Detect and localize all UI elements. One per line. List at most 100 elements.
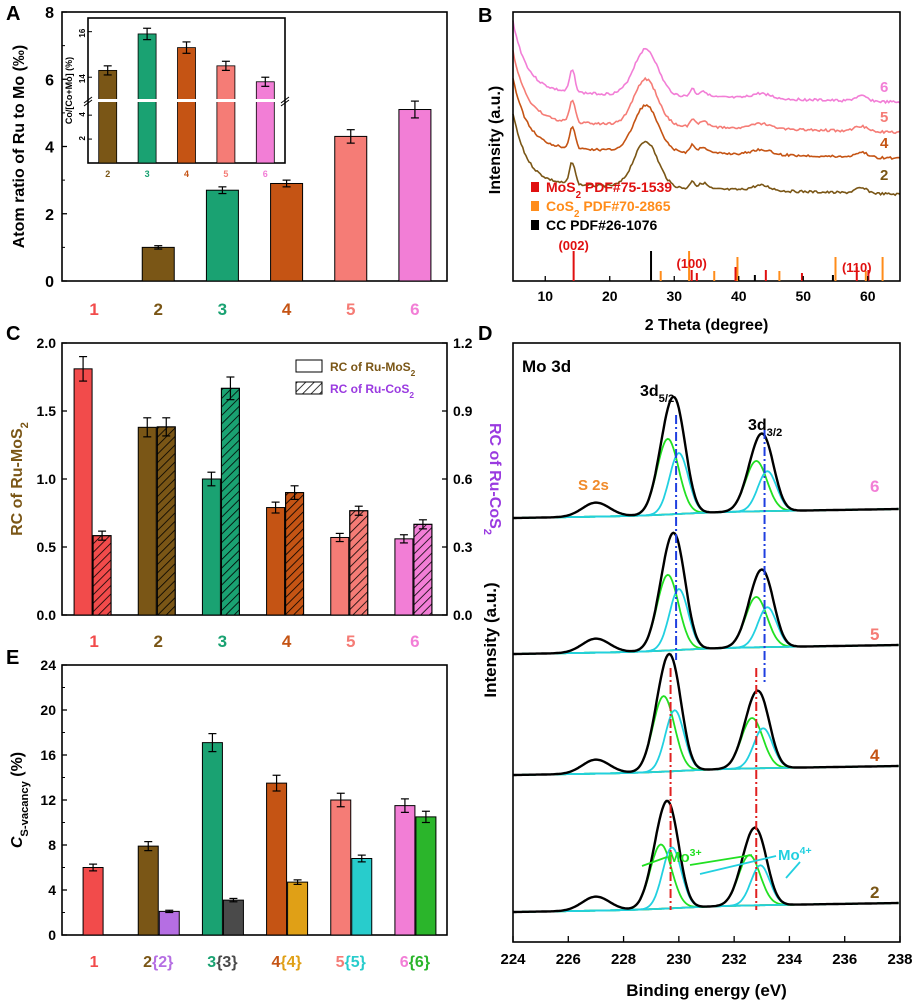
legend-label-1-part: 2: [574, 209, 580, 220]
legend-label-0-part: 2: [576, 190, 582, 201]
legend-label-1: CoS2 PDF#70-2865: [546, 198, 671, 220]
x-tick-label: 226: [556, 951, 581, 968]
xps-mo3-component: [513, 843, 899, 913]
panel-c: 0.0 0.5 1.0 1.5 2.0 0.0 0.3 0.6 0.9 1.2 RC of Ru-M…: [9, 335, 503, 651]
y-axis-label: CS-vacancy (%): [9, 752, 31, 848]
y-tick-label: 16: [40, 747, 56, 763]
x-category-label-part: 6: [400, 954, 409, 971]
axis-break-mark: [83, 96, 93, 104]
x-category-label: 5: [346, 300, 355, 319]
bar: [398, 109, 432, 282]
x-category-label: 3: [218, 300, 227, 319]
x-category-label-part: {3}: [216, 954, 237, 971]
y2-tick-label: 0.6: [453, 471, 473, 487]
x-category-label-part: 1: [90, 954, 99, 971]
xps-mo4-component: [513, 709, 899, 776]
y-tick-label: 0.5: [37, 539, 57, 555]
annotation-mo4-part: Mo: [778, 847, 800, 864]
inset-bar: [255, 81, 275, 164]
xps-series-label: 6: [870, 477, 879, 496]
y-axis-label-part: RC of Ru-MoS: [9, 428, 26, 536]
axis-break-mark: [83, 99, 93, 107]
bar-series-2: [351, 858, 373, 936]
panel-label-e: E: [6, 647, 19, 669]
xps-series-label: 2: [870, 883, 879, 902]
annotation-3d32-part: 3d: [748, 417, 767, 434]
inset-y-tick-label: 16: [78, 28, 87, 37]
bar-hatch: [220, 387, 240, 616]
y-axis-label-part: C: [9, 836, 26, 848]
bar-hatch: [156, 426, 176, 616]
reference-label: (110): [842, 260, 872, 275]
x-tick-label: 50: [795, 288, 811, 304]
xrd-series-label: 6: [880, 79, 888, 96]
inset-x-label: 2: [105, 169, 110, 179]
inset-x-label: 3: [145, 169, 150, 179]
legend-label-1-part: RC of Ru-CoS: [330, 382, 409, 396]
y-tick-label: 8: [48, 837, 56, 853]
bar-series-1: [201, 742, 223, 936]
y-tick-label: 0: [45, 274, 54, 291]
xps-mo4-component: [513, 846, 899, 913]
inset-y-tick-label: 2: [78, 136, 87, 141]
bar: [270, 182, 304, 282]
xps-mo4-component: [513, 451, 899, 519]
inset-x-label: 4: [184, 169, 189, 179]
annotation-mo3-part: Mo: [668, 849, 690, 866]
bar-ru-mos2: [201, 478, 221, 616]
y-tick-label: 8: [45, 5, 54, 22]
y2-axis-label: RC of Ru-CoS2: [481, 423, 503, 535]
y-axis-label: RC of Ru-MoS2: [9, 422, 31, 536]
xps-mo3-component: [513, 437, 899, 519]
x-axis-label: Binding energy (eV): [626, 981, 787, 1000]
x-category-label: 1: [89, 300, 98, 319]
x-tick-label: 232: [722, 951, 747, 968]
panel-a: 0 2 4 6 8 Atom ratio of Ru to Mo (‰) 1 2 3 4 5 6 14 1…: [11, 5, 448, 319]
x-tick-label: 60: [860, 288, 876, 304]
legend-label-0-part: PDF#75-1539: [581, 179, 672, 195]
x-category-label: 1: [90, 954, 99, 971]
x-category-label: 2: [154, 632, 163, 651]
bar-series-1: [137, 845, 159, 936]
xrd-series-label: 4: [880, 135, 889, 152]
inset-bar: [177, 47, 196, 164]
x-category-label: 2{2}: [143, 954, 173, 971]
inset-bar: [216, 65, 236, 164]
x-tick-label: 238: [887, 951, 912, 968]
y-axis-label-part: 2: [19, 422, 31, 428]
axis-break-mark: [280, 99, 290, 107]
inset-x-label: 5: [223, 169, 228, 179]
y-axis-label-part: S-vacancy: [19, 780, 31, 836]
legend-swatch: [531, 182, 539, 192]
panel-label-a: A: [6, 3, 20, 25]
bar-series-2: [415, 816, 437, 936]
legend-label-1-part: PDF#70-2865: [579, 198, 670, 214]
bar: [334, 135, 368, 282]
x-category-label: 5{5}: [336, 954, 366, 971]
panel-d-frame: [512, 342, 901, 943]
x-category-label-part: {5}: [345, 954, 366, 971]
inset-bar: [137, 33, 157, 164]
y-tick-label: 24: [40, 657, 56, 673]
y-axis-label-part: Atom ratio of Ru to Mo (‰): [11, 45, 28, 249]
bar-series-2: [158, 910, 180, 936]
bar-hatch: [285, 492, 305, 616]
panel-e-frame: [61, 664, 448, 936]
legend-label-1: RC of Ru-CoS2: [330, 382, 414, 400]
y-axis-label-part: (%): [9, 752, 26, 781]
axis-break-mark: [280, 96, 290, 104]
x-category-label: 3: [218, 632, 227, 651]
x-tick-label: 228: [611, 951, 636, 968]
arrow-mo3-b: [689, 854, 753, 866]
panel-label-d: D: [478, 323, 492, 345]
xps-series-label: 4: [870, 746, 880, 765]
annotation-3d32-part: 3/2: [767, 427, 783, 439]
y-axis-label: Intensity (a.u.): [481, 582, 500, 697]
inset-bar: [98, 69, 118, 164]
x-category-label-part: 3: [207, 954, 216, 971]
legend-label-0-part: 2: [411, 368, 416, 378]
